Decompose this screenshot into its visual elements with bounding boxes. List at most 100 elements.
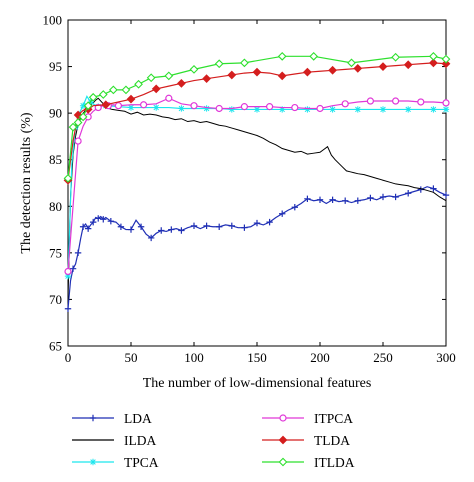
point-itpca-14 xyxy=(165,94,173,102)
y-tick-label-100-7: 100 xyxy=(43,13,63,28)
point-itlda-9 xyxy=(134,79,143,89)
point-lda-54 xyxy=(329,196,336,203)
point-lda-22 xyxy=(137,223,145,230)
point-itlda-12 xyxy=(189,64,199,74)
y-axis-title: The detection results (%) xyxy=(19,112,34,253)
point-lda-24 xyxy=(147,234,155,242)
x-tick-label-50-1: 50 xyxy=(125,350,138,365)
point-lda-20 xyxy=(127,226,135,233)
x-tick-label-300-6: 300 xyxy=(436,350,456,365)
series-line-tlda xyxy=(67,62,447,181)
point-tlda-16 xyxy=(227,70,237,80)
point-itpca-18 xyxy=(215,104,223,113)
series-line-ilda xyxy=(67,97,447,300)
point-lda-66 xyxy=(405,190,412,197)
point-tpca-36 xyxy=(430,106,437,113)
point-itpca-2 xyxy=(74,137,82,145)
point-lda-56 xyxy=(342,197,349,204)
point-itlda-3 xyxy=(78,112,88,122)
y-tick-label-70-1: 70 xyxy=(49,292,62,307)
y-tick-label-65-0: 65 xyxy=(49,339,62,354)
point-lda-60 xyxy=(367,194,374,202)
point-lda-28 xyxy=(168,226,175,233)
point-tpca-26 xyxy=(304,106,311,113)
series-ilda xyxy=(67,97,447,300)
point-itlda-20 xyxy=(441,54,451,64)
legend-label-lda: LDA xyxy=(124,411,152,426)
point-lda-46 xyxy=(279,210,286,217)
legend-swatch-marker-itpca xyxy=(279,414,287,422)
point-lda-14 xyxy=(100,216,107,223)
point-itpca-32 xyxy=(392,97,400,105)
point-tpca-22 xyxy=(253,106,261,113)
point-tpca-18 xyxy=(203,105,210,112)
point-itpca-34 xyxy=(417,98,425,106)
point-tlda-24 xyxy=(328,65,337,75)
point-tlda-28 xyxy=(378,62,388,71)
point-tpca-4 xyxy=(79,102,87,109)
point-lda-10 xyxy=(90,218,97,226)
x-axis-title: The number of low-dimensional features xyxy=(143,376,372,391)
legend-label-itlda: ITLDA xyxy=(314,455,355,470)
point-lda-16 xyxy=(107,217,115,225)
series-layer xyxy=(63,51,451,312)
legend-swatch-marker-lda xyxy=(89,414,97,422)
point-tlda-18 xyxy=(252,67,262,77)
point-itpca-24 xyxy=(291,103,299,112)
point-lda-32 xyxy=(190,222,198,230)
point-itlda-1 xyxy=(68,122,78,132)
y-tick-label-75-2: 75 xyxy=(49,245,62,260)
legend-item-tlda: TLDA xyxy=(262,433,350,448)
point-itpca-20 xyxy=(240,103,248,111)
series-lda xyxy=(64,185,450,312)
legend-item-tpca: TPCA xyxy=(72,455,159,470)
point-lda-48 xyxy=(291,204,298,211)
series-itlda xyxy=(63,51,451,183)
point-itlda-19 xyxy=(429,51,438,61)
point-tpca-37 xyxy=(442,106,450,113)
point-itpca-22 xyxy=(266,103,274,111)
point-tpca-32 xyxy=(379,106,387,113)
point-itpca-12 xyxy=(140,101,148,109)
point-tpca-16 xyxy=(178,105,185,112)
point-itlda-5 xyxy=(88,92,98,102)
point-lda-8 xyxy=(84,225,92,232)
legend-label-ilda: ILDA xyxy=(124,433,156,448)
point-lda-36 xyxy=(216,223,223,230)
point-tlda-30 xyxy=(403,60,413,70)
point-itlda-10 xyxy=(146,73,156,83)
point-itlda-7 xyxy=(108,85,118,95)
point-itpca-10 xyxy=(114,102,123,110)
point-itlda-13 xyxy=(214,59,224,69)
point-tlda-33 xyxy=(441,59,451,69)
point-itpca-28 xyxy=(341,100,349,108)
point-itpca-16 xyxy=(190,102,198,110)
point-lda-12 xyxy=(95,215,102,222)
point-tlda-26 xyxy=(353,64,363,73)
point-tlda-10 xyxy=(151,84,161,94)
y-tick-label-80-3: 80 xyxy=(49,199,62,214)
y-tick-label-85-4: 85 xyxy=(49,152,62,167)
x-tick-label-150-3: 150 xyxy=(247,350,267,365)
point-lda-2 xyxy=(69,265,77,272)
y-axis: 65 70 75 80 85 90 95 100 xyxy=(43,13,446,354)
point-lda-6 xyxy=(79,223,87,230)
point-itlda-14 xyxy=(240,58,249,68)
point-itlda-0 xyxy=(63,173,73,183)
series-itpca xyxy=(64,94,450,276)
point-lda-34 xyxy=(203,222,210,230)
y-tick-label-95-6: 95 xyxy=(49,59,62,74)
point-tlda-22 xyxy=(303,67,312,77)
y-tick-label-90-5: 90 xyxy=(49,106,62,121)
x-axis: 0 50 100 150 200 250 300 xyxy=(65,20,456,365)
point-lda-38 xyxy=(228,222,235,230)
point-tlda-20 xyxy=(277,71,287,81)
x-tick-label-200-4: 200 xyxy=(310,350,330,365)
point-tpca-28 xyxy=(329,106,336,113)
legend-swatch-marker-itlda xyxy=(278,457,288,467)
x-tick-label-250-5: 250 xyxy=(373,350,393,365)
point-tlda-14 xyxy=(202,74,211,84)
point-itlda-11 xyxy=(164,71,174,81)
legend-swatch-marker-tlda xyxy=(278,435,288,445)
